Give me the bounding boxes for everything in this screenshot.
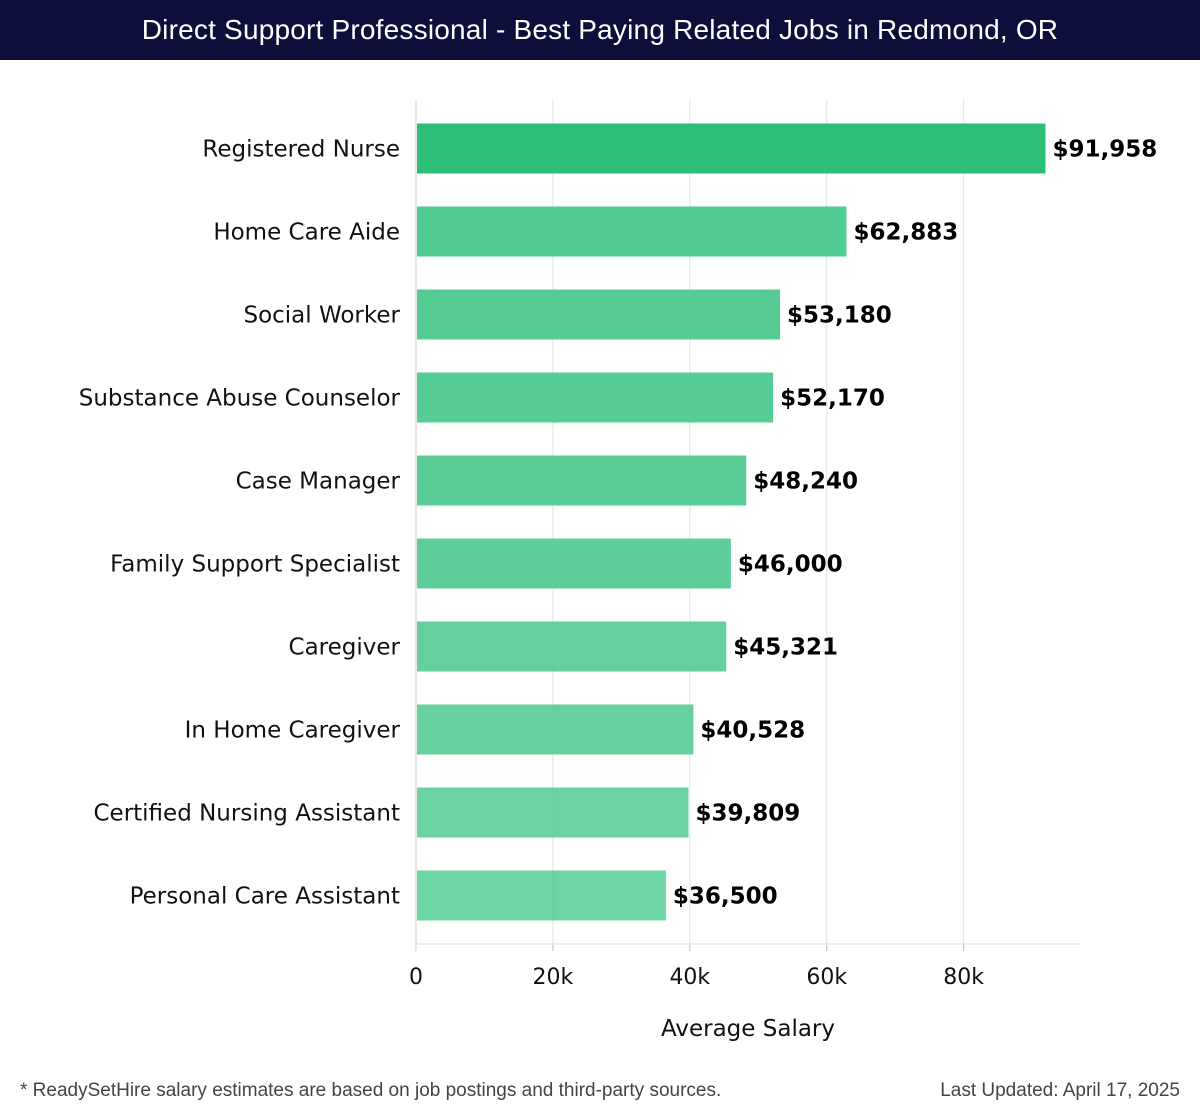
value-label: $91,958 bbox=[1052, 137, 1157, 163]
category-label: In Home Caregiver bbox=[185, 718, 401, 744]
x-tick-label: 40k bbox=[669, 965, 710, 990]
bar bbox=[417, 704, 694, 755]
value-label: $46,000 bbox=[738, 552, 843, 578]
value-label: $45,321 bbox=[733, 635, 838, 661]
x-axis-title: Average Salary bbox=[661, 1016, 835, 1042]
category-label: Home Care Aide bbox=[213, 220, 400, 246]
category-label: Family Support Specialist bbox=[110, 552, 400, 578]
bar bbox=[417, 206, 847, 257]
bar bbox=[417, 455, 747, 506]
category-label: Registered Nurse bbox=[202, 137, 400, 163]
footer-note: * ReadySetHire salary estimates are base… bbox=[20, 1080, 722, 1101]
bar bbox=[417, 787, 689, 838]
category-label: Caregiver bbox=[289, 635, 401, 661]
bar bbox=[417, 538, 731, 589]
category-labels: Registered Nurse Home Care Aide Social Wor… bbox=[79, 137, 401, 910]
category-label: Case Manager bbox=[236, 469, 401, 495]
x-tick-label: 60k bbox=[806, 965, 847, 990]
value-label: $53,180 bbox=[787, 303, 892, 329]
bar bbox=[417, 289, 781, 340]
last-updated: Last Updated: April 17, 2025 bbox=[940, 1080, 1180, 1101]
value-label: $39,809 bbox=[696, 801, 801, 827]
chart-title: Direct Support Professional - Best Payin… bbox=[141, 14, 1059, 45]
category-label: Substance Abuse Counselor bbox=[79, 386, 401, 412]
category-label: Social Worker bbox=[243, 303, 400, 329]
category-label: Certified Nursing Assistant bbox=[93, 801, 400, 827]
category-label: Personal Care Assistant bbox=[130, 884, 400, 910]
chart-title-bar: Direct Support Professional - Best Payin… bbox=[0, 0, 1200, 60]
x-tick-label: 20k bbox=[533, 965, 574, 990]
x-tick-label: 0 bbox=[409, 965, 423, 990]
x-axis: 0 20k 40k 60k 80k Average Salary bbox=[409, 100, 1080, 1042]
x-tick-label: 80k bbox=[943, 965, 984, 990]
bar bbox=[417, 123, 1046, 174]
value-labels: $91,958 $62,883 $53,180 $52,170 $48,240 $46,0… bbox=[673, 137, 1157, 910]
bar bbox=[417, 372, 774, 423]
bar bbox=[417, 621, 727, 672]
value-label: $36,500 bbox=[673, 884, 778, 910]
salary-bar-chart: Registered Nurse Home Care Aide Social Wor… bbox=[79, 100, 1157, 1042]
value-label: $52,170 bbox=[780, 386, 885, 412]
value-label: $40,528 bbox=[700, 718, 805, 744]
bars bbox=[417, 123, 1046, 921]
bar bbox=[417, 870, 666, 921]
value-label: $62,883 bbox=[853, 220, 958, 246]
value-label: $48,240 bbox=[753, 469, 858, 495]
